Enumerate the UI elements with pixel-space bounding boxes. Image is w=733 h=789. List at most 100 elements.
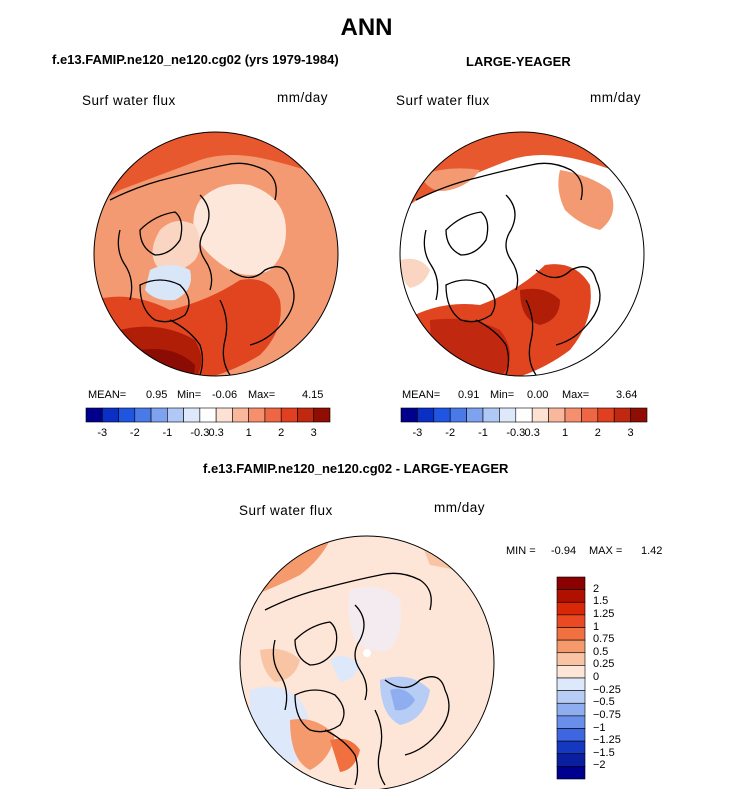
panel1-map — [94, 132, 338, 376]
panel2-title: LARGE-YEAGER — [466, 54, 571, 69]
panel3-colorbar-level-label: 1.5 — [593, 595, 609, 608]
panel3-colorbar-level-label: −1.25 — [593, 734, 621, 747]
panel1-units: mm/day — [277, 90, 329, 105]
panel1-colorbar-swatch — [215, 407, 233, 423]
panel1-max-label: Max= — [248, 389, 276, 401]
panel2-colorbar-swatch — [515, 407, 533, 423]
panel2-colorbar-tick-label: -2 — [445, 427, 456, 439]
panel3-min-label: MIN = — [506, 545, 536, 557]
panel1-colorbar-tick-label: -3 — [97, 427, 108, 439]
panel1-title: f.e13.FAMIP.ne120_ne120.cg02 (yrs 1979-1… — [52, 52, 339, 67]
panel2-colorbar-swatch — [613, 407, 631, 423]
panel3-colorbar-level-label: 1 — [593, 620, 600, 633]
panel2-mean-value: 0.91 — [458, 389, 480, 401]
panel1-colorbar-tick-label: 2 — [278, 427, 285, 439]
panel3-colorbar-level-label: −0.25 — [593, 683, 621, 696]
panel3-units: mm/day — [434, 500, 486, 515]
panel3-title: f.e13.FAMIP.ne120_ne120.cg02 - LARGE-YEA… — [203, 461, 509, 476]
panel2-max-label: Max= — [562, 389, 590, 401]
panel1-colorbar-swatch — [85, 407, 103, 423]
panel1-colorbar-swatch — [199, 407, 217, 423]
panel3-colorbar-swatch — [556, 665, 586, 679]
panel2-colorbar-swatch — [449, 407, 467, 423]
panel3-colorbar-swatch — [556, 677, 586, 691]
panel3-colorbar-level-label: 0 — [593, 671, 600, 683]
panel3-colorbar-swatch — [556, 614, 586, 628]
panel2-colorbar-swatch — [597, 407, 615, 423]
panel2-colorbar-tick-label: 0.3 — [524, 427, 540, 439]
panel1-colorbar-swatch — [232, 407, 249, 423]
panel2-min-label: Min= — [490, 389, 515, 401]
panel1-colorbar-swatch — [280, 407, 298, 423]
panel2-colorbar-tick-label: -3 — [412, 427, 423, 439]
panel2-colorbar-swatch — [482, 407, 500, 423]
panel1-colorbar-swatch — [150, 407, 168, 423]
panel3-coastlines — [264, 572, 450, 786]
panel3-colorbar-level-label: 0.75 — [593, 633, 615, 646]
panel2-colorbar-swatch — [531, 407, 549, 423]
panel2-colorbar-swatch — [417, 407, 435, 423]
panel2-units: mm/day — [590, 90, 642, 105]
panel2-mean-label: MEAN= — [402, 389, 441, 401]
panel3-min-value: -0.94 — [551, 545, 577, 557]
panel1-colorbar-tick-label: 0.3 — [208, 427, 224, 439]
panel1-min-value: -0.06 — [212, 389, 238, 401]
panel1-colorbar-swatch — [313, 407, 331, 423]
panel1-colorbar-tick-label: 3 — [310, 427, 317, 439]
panel2-colorbar-swatch — [400, 407, 418, 423]
panel1-variable: Surf water flux — [82, 93, 176, 108]
main-title: ANN — [340, 14, 393, 41]
panel3-colorbar-swatch — [556, 740, 586, 755]
panel1-colorbar — [85, 407, 331, 423]
panel3-colorbar-swatch — [556, 652, 586, 666]
panel2-colorbar-swatch — [581, 407, 599, 423]
panel2-colorbar-swatch — [564, 407, 582, 423]
panel2-max-value: 3.64 — [616, 389, 638, 401]
panel1-colorbar-swatch — [297, 407, 315, 423]
panel2-boundary — [399, 131, 645, 377]
panel3-boundary — [239, 535, 495, 789]
panel2-colorbar-swatch — [499, 407, 517, 423]
panel2-coastlines — [415, 162, 601, 376]
panel3-colorbar-level-label: −0.5 — [593, 696, 615, 709]
panel1-colorbar-swatch — [167, 407, 184, 423]
panel1-mean-label: MEAN= — [88, 389, 127, 401]
panel2-colorbar-tick-label: -1 — [478, 427, 488, 439]
panel3-max-value: 1.42 — [641, 545, 663, 557]
panel3-colorbar-level-label: 0.25 — [593, 658, 615, 671]
panel3-max-label: MAX = — [589, 545, 623, 557]
panel2-colorbar-tick-label: -0.3 — [506, 427, 526, 439]
panel1-colorbar-swatch — [264, 407, 282, 423]
panel3-colorbar-swatch — [556, 715, 586, 729]
panel3-colorbar-level-label: 0.5 — [593, 645, 609, 658]
panel1-colorbar-swatch — [118, 407, 136, 423]
panel3-colorbar-level-label: −2 — [593, 759, 606, 772]
panel3-colorbar — [556, 576, 586, 780]
panel3-colorbar-swatch — [556, 601, 586, 616]
panel3-colorbar-swatch — [556, 728, 586, 742]
panel3-colorbar-swatch — [556, 576, 586, 590]
panel3-colorbar-level-label: −1 — [593, 721, 606, 734]
panel2-colorbar-swatch — [630, 407, 648, 423]
panel3-colorbar-swatch — [556, 627, 586, 641]
panel3-colorbar-swatch — [556, 690, 586, 704]
panel3-colorbar-level-label: −0.75 — [593, 708, 621, 721]
panel3-map — [240, 536, 494, 789]
panel3-colorbar-swatch — [556, 753, 586, 767]
panel2-variable: Surf water flux — [396, 93, 490, 108]
panel2-colorbar — [400, 407, 648, 423]
panel2-colorbar-tick-label: 3 — [627, 427, 634, 439]
panel1-colorbar-swatch — [134, 407, 152, 423]
panel3-colorbar-swatch — [556, 589, 586, 603]
panel3-colorbar-swatch — [556, 702, 586, 717]
panel1-boundary — [93, 131, 339, 377]
panel1-min-label: Min= — [177, 389, 202, 401]
panel1-colorbar-swatch — [248, 407, 266, 423]
panel1-colorbar-tick-label: -2 — [129, 427, 140, 439]
panel2-colorbar-tick-label: 2 — [594, 427, 601, 439]
panel1-mean-value: 0.95 — [146, 389, 168, 401]
panel3-colorbar-swatch — [556, 639, 586, 654]
panel1-colorbar-swatch — [183, 407, 201, 423]
panel3-variable: Surf water flux — [239, 503, 333, 518]
panel2-colorbar-swatch — [548, 407, 566, 423]
